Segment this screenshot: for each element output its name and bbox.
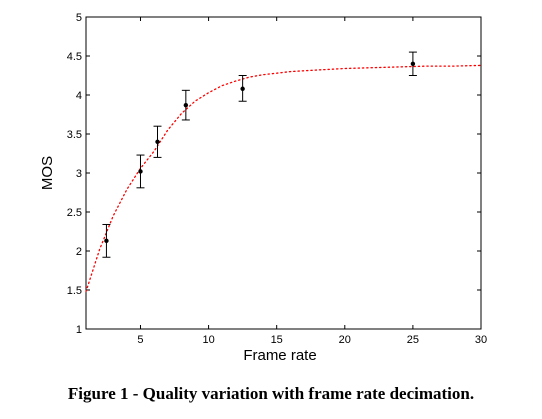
- data-point: [238, 75, 247, 102]
- data-point: [181, 89, 190, 121]
- x-axis-label: Frame rate: [243, 347, 316, 364]
- y-tick-label: 2.5: [67, 207, 82, 219]
- point-marker: [155, 139, 160, 144]
- data-point: [153, 125, 162, 158]
- y-tick-label: 4: [76, 90, 82, 102]
- y-axis-label: MOS: [39, 156, 56, 190]
- x-tick-label: 20: [339, 334, 351, 346]
- y-tick-label: 2: [76, 246, 82, 258]
- x-tick-label: 15: [271, 334, 283, 346]
- data-points: [102, 51, 417, 258]
- y-tick-label: 3: [76, 168, 82, 180]
- data-point: [102, 223, 111, 258]
- fit-curve: [85, 64, 482, 293]
- fit-curve-line: [85, 64, 482, 293]
- y-tick-label: 3.5: [67, 129, 82, 141]
- data-point: [136, 154, 145, 189]
- point-marker: [183, 102, 189, 108]
- y-tick-label: 1: [76, 324, 82, 336]
- x-tick-label: 30: [475, 334, 487, 346]
- x-tick-label: 10: [202, 334, 214, 346]
- x-tick-label: 5: [137, 334, 143, 346]
- mos-chart: 5 10 15 20 25 30 1 1.5 2 2.5 3 3.5 4 4.5 5 Frame rate…: [39, 12, 487, 364]
- x-axis-ticks: 5 10 15 20 25 30: [137, 17, 487, 346]
- data-point: [408, 51, 417, 76]
- point-marker: [104, 238, 109, 244]
- y-tick-label: 1.5: [67, 285, 82, 297]
- point-marker: [138, 169, 143, 174]
- figure-caption: Figure 1 - Quality variation with frame …: [67, 384, 475, 403]
- y-tick-label: 5: [76, 12, 82, 24]
- point-marker: [410, 61, 416, 66]
- point-marker: [240, 86, 245, 91]
- plot-area: [85, 16, 482, 330]
- y-axis-ticks: 1 1.5 2 2.5 3 3.5 4 4.5 5: [67, 12, 481, 336]
- x-tick-label: 25: [407, 334, 419, 346]
- y-tick-label: 4.5: [67, 51, 82, 63]
